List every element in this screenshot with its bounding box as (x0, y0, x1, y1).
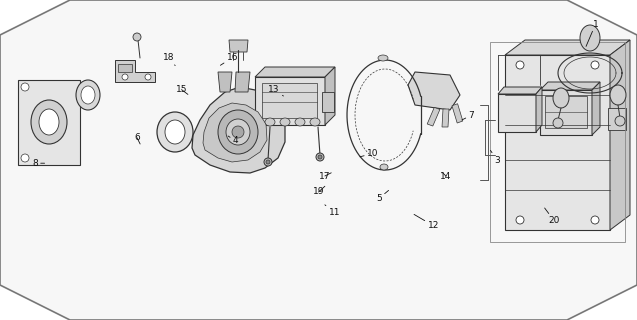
Bar (505, 55, 610, 230)
Polygon shape (235, 72, 250, 92)
Ellipse shape (21, 83, 29, 91)
Text: 12: 12 (414, 214, 439, 230)
Text: 4: 4 (228, 136, 238, 145)
Ellipse shape (553, 118, 563, 128)
Ellipse shape (553, 88, 569, 108)
Ellipse shape (21, 154, 29, 162)
Text: 18: 18 (163, 53, 175, 66)
Polygon shape (218, 72, 232, 92)
Polygon shape (115, 60, 155, 82)
Text: 10: 10 (360, 149, 378, 158)
Ellipse shape (218, 110, 258, 154)
Ellipse shape (316, 153, 324, 161)
Ellipse shape (266, 160, 270, 164)
Text: 17: 17 (319, 172, 331, 180)
Polygon shape (452, 104, 463, 123)
Polygon shape (203, 103, 267, 162)
Ellipse shape (31, 100, 67, 144)
Text: 13: 13 (268, 85, 283, 96)
Ellipse shape (39, 109, 59, 135)
Polygon shape (592, 82, 600, 135)
Polygon shape (0, 319, 1, 320)
Bar (540, 90, 592, 135)
Ellipse shape (610, 85, 626, 105)
Bar (498, 94, 536, 132)
Bar (490, 42, 625, 242)
Ellipse shape (280, 118, 290, 126)
Text: 6: 6 (134, 133, 140, 144)
Polygon shape (498, 87, 542, 94)
Ellipse shape (264, 158, 272, 166)
Ellipse shape (157, 112, 193, 152)
Text: 15: 15 (176, 85, 188, 94)
Bar (18, 80, 80, 165)
Ellipse shape (145, 74, 151, 80)
Polygon shape (255, 67, 335, 77)
Text: 7: 7 (462, 111, 475, 120)
Ellipse shape (226, 119, 250, 145)
Bar (255, 77, 325, 125)
Text: 3: 3 (490, 150, 500, 164)
Text: 20: 20 (545, 208, 560, 225)
Ellipse shape (295, 118, 305, 126)
Ellipse shape (318, 155, 322, 159)
Bar (608, 108, 626, 130)
Ellipse shape (122, 74, 128, 80)
Ellipse shape (76, 80, 100, 110)
Polygon shape (408, 72, 460, 110)
Text: 16: 16 (220, 53, 238, 65)
Text: 1: 1 (586, 20, 599, 46)
Bar (322, 92, 334, 112)
Polygon shape (610, 40, 630, 230)
Polygon shape (442, 109, 449, 127)
Ellipse shape (580, 25, 600, 51)
Bar (545, 96, 587, 128)
Text: 14: 14 (440, 172, 452, 180)
Polygon shape (427, 108, 440, 126)
Ellipse shape (516, 216, 524, 224)
Ellipse shape (378, 55, 388, 61)
Text: 19: 19 (313, 186, 325, 196)
Text: 5: 5 (376, 190, 389, 203)
Ellipse shape (516, 61, 524, 69)
Ellipse shape (591, 61, 599, 69)
Ellipse shape (380, 164, 388, 170)
Polygon shape (229, 40, 248, 52)
Ellipse shape (133, 33, 141, 41)
Ellipse shape (265, 118, 275, 126)
Polygon shape (536, 87, 542, 132)
Polygon shape (118, 64, 132, 72)
Text: 8: 8 (32, 159, 45, 168)
Ellipse shape (591, 216, 599, 224)
Bar (262, 83, 317, 118)
Ellipse shape (81, 86, 95, 104)
Polygon shape (505, 40, 630, 55)
Polygon shape (540, 82, 600, 90)
Ellipse shape (165, 120, 185, 144)
Text: 11: 11 (325, 205, 340, 217)
Polygon shape (192, 87, 285, 173)
Polygon shape (325, 67, 335, 125)
Ellipse shape (232, 126, 244, 138)
Ellipse shape (615, 116, 625, 126)
Ellipse shape (310, 118, 320, 126)
